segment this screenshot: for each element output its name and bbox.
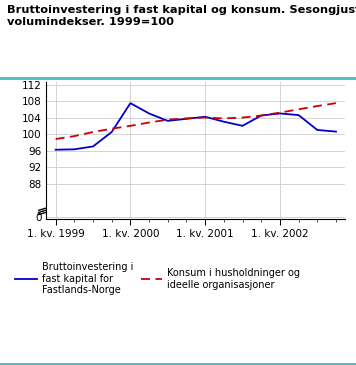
- Text: Bruttoinvestering i fast kapital og konsum. Sesongjusterte
volumindekser. 1999=1: Bruttoinvestering i fast kapital og kons…: [7, 5, 356, 27]
- Legend: Bruttoinvestering i
fast kapital for
Fastlands-Norge, Konsum i husholdninger og
: Bruttoinvestering i fast kapital for Fas…: [15, 262, 300, 295]
